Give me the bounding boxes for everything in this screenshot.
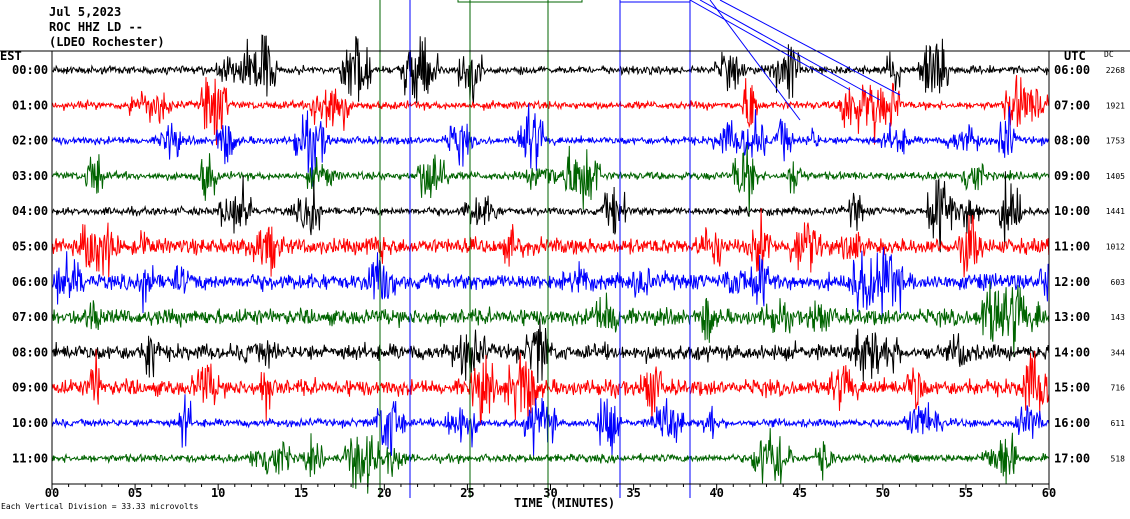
x-tick-label: 20 (377, 486, 391, 500)
est-hour-label: 10:00 (12, 416, 48, 430)
utc-hour-label: 11:00 (1054, 240, 1090, 254)
trace-row-0300 (51, 144, 1050, 217)
trace-row-0700 (51, 281, 1050, 357)
x-tick-label: 40 (709, 486, 723, 500)
diagonal-artefact-2 (709, 0, 801, 121)
utc-hour-label: 09:00 (1054, 169, 1090, 183)
trace-row-0400 (51, 171, 1050, 253)
right-timezone-label: UTC (1064, 49, 1086, 63)
x-tick-label: 00 (45, 486, 59, 500)
chart-station: ROC HHZ LD -- (49, 20, 143, 34)
trace-row-0800 (51, 318, 1050, 384)
est-hour-label: 02:00 (12, 134, 48, 148)
chart-network: (LDEO Rochester) (49, 35, 165, 49)
utc-hour-label: 14:00 (1054, 345, 1090, 359)
x-tick-label: 35 (626, 486, 640, 500)
clipped-trace-box (457, 0, 583, 3)
utc-hour-label: 17:00 (1054, 451, 1090, 465)
est-hour-label: 07:00 (12, 310, 48, 324)
trace-row-1000 (51, 394, 1050, 457)
x-tick-label: 10 (211, 486, 225, 500)
chart-date: Jul 5,2023 (49, 5, 121, 19)
dc-column-label: DC (1104, 50, 1114, 59)
x-tick-label: 25 (460, 486, 474, 500)
utc-hour-label: 12:00 (1054, 275, 1090, 289)
utc-hour-label: 08:00 (1054, 134, 1090, 148)
dc-offset-value: 1441 (1106, 207, 1125, 216)
trace-row-0100 (51, 75, 1050, 146)
x-tick-label: 15 (294, 486, 308, 500)
dc-offset-value: 143 (1111, 313, 1126, 322)
left-timezone-label: EST (0, 49, 22, 63)
x-tick-label: 60 (1042, 486, 1056, 500)
utc-hour-label: 07:00 (1054, 98, 1090, 112)
x-tick-label: 45 (793, 486, 807, 500)
utc-hour-label: 13:00 (1054, 310, 1090, 324)
plot-frame (0, 50, 1130, 490)
dc-offset-value: 716 (1111, 384, 1126, 393)
dc-offset-value: 1921 (1106, 101, 1125, 110)
clipped-trace-box-blue (619, 0, 690, 3)
est-hour-label: 09:00 (12, 381, 48, 395)
utc-hour-label: 16:00 (1054, 416, 1090, 430)
diagonal-artefact-0 (689, 0, 851, 91)
utc-hour-label: 06:00 (1054, 63, 1090, 77)
est-hour-label: 04:00 (12, 204, 48, 218)
utc-hour-label: 10:00 (1054, 204, 1090, 218)
dc-offset-value: 611 (1111, 419, 1126, 428)
est-hour-label: 06:00 (12, 275, 48, 289)
diagonal-artefact-1 (699, 0, 881, 101)
dc-offset-value: 2268 (1106, 66, 1125, 75)
x-axis-title: TIME (MINUTES) (514, 496, 615, 510)
dc-offset-value: 344 (1111, 348, 1126, 357)
trace-row-0600 (51, 247, 1050, 319)
dc-offset-value: 1753 (1106, 137, 1125, 146)
trace-row-1100 (51, 428, 1050, 494)
dc-offset-value: 1012 (1106, 243, 1125, 252)
est-hour-label: 00:00 (12, 63, 48, 77)
vertical-scale-note: Each Vertical Division = 33.33 microvolt… (1, 502, 199, 511)
seismic-traces (51, 0, 1050, 498)
est-hour-label: 11:00 (12, 451, 48, 465)
dc-offset-value: 518 (1111, 454, 1126, 463)
trace-row-0200 (51, 103, 1050, 187)
x-tick-label: 05 (128, 486, 142, 500)
est-hour-label: 08:00 (12, 345, 48, 359)
axis-labels: Jul 5,2023 ROC HHZ LD -- (LDEO Rochester… (0, 5, 1125, 511)
est-hour-label: 01:00 (12, 98, 48, 112)
x-tick-label: 55 (959, 486, 973, 500)
dc-offset-value: 603 (1111, 278, 1126, 287)
x-tick-label: 30 (543, 486, 557, 500)
dc-offset-value: 1405 (1106, 172, 1125, 181)
est-hour-label: 03:00 (12, 169, 48, 183)
x-tick-label: 50 (876, 486, 890, 500)
trace-row-0500 (51, 208, 1050, 278)
utc-hour-label: 15:00 (1054, 381, 1090, 395)
trace-row-0000 (51, 34, 1050, 104)
trace-row-0900 (51, 349, 1050, 425)
diagonal-artefact-3 (719, 0, 901, 96)
est-hour-label: 05:00 (12, 240, 48, 254)
